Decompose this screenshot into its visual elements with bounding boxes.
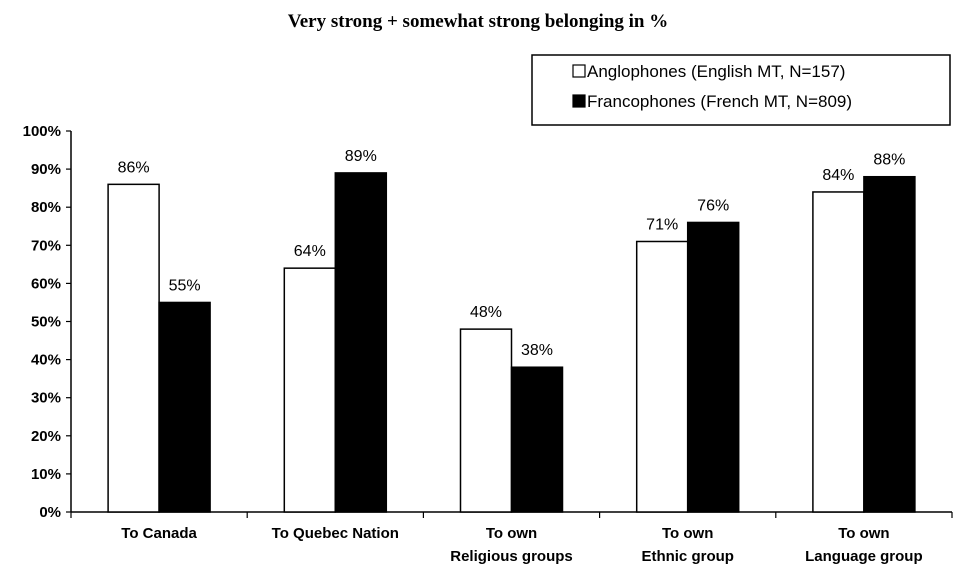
- data-label: 48%: [470, 304, 502, 321]
- data-label: 55%: [169, 277, 201, 294]
- data-label: 71%: [646, 216, 678, 233]
- data-label: 64%: [294, 243, 326, 260]
- bars: 86% 64% 48% 71% 84% 55% 89% 38% 76% 88%: [107, 148, 916, 513]
- bar-anglophones: [283, 267, 337, 513]
- data-label: 89%: [345, 148, 377, 165]
- x-category-label: To own: [838, 525, 889, 542]
- data-label: 38%: [521, 342, 553, 359]
- bar-anglophones: [635, 240, 689, 513]
- data-label: 76%: [697, 197, 729, 214]
- legend: Anglophones (English MT, N=157) Francoph…: [531, 54, 951, 126]
- x-category-label: To Quebec Nation: [272, 525, 399, 542]
- x-category-label: To Canada: [121, 525, 197, 542]
- y-tick-label: 60%: [31, 275, 61, 292]
- bar-francophones: [863, 175, 916, 513]
- bar-francophones: [510, 366, 564, 513]
- y-tick-label: 0%: [39, 504, 61, 521]
- legend-box: [531, 54, 951, 126]
- y-tick-label: 50%: [31, 314, 61, 331]
- y-tick-label: 40%: [31, 352, 61, 369]
- bar-anglophones: [459, 328, 513, 513]
- y-tick-label: 70%: [31, 237, 61, 254]
- x-category-label: To own: [486, 525, 537, 542]
- legend-swatch-francophones: [572, 94, 586, 108]
- y-tick-label: 90%: [31, 161, 61, 178]
- bar-anglophones: [812, 191, 865, 513]
- y-tick-label: 30%: [31, 390, 61, 407]
- chart-title: Very strong + somewhat strong belonging …: [288, 11, 668, 32]
- bar-francophones: [686, 221, 740, 513]
- x-category-label: Religious groups: [450, 548, 573, 565]
- x-category-label: Language group: [805, 548, 923, 565]
- axes: 0% 10% 20% 30% 40% 50% 60% 70% 80% 90% 100% To Cana…: [23, 123, 953, 565]
- bar-anglophones: [107, 183, 160, 513]
- x-category-label: To own: [662, 525, 713, 542]
- y-tick-label: 10%: [31, 466, 61, 483]
- legend-swatch-anglophones: [572, 64, 586, 78]
- data-label: 86%: [118, 159, 150, 176]
- legend-label-anglophones: Anglophones (English MT, N=157): [587, 62, 845, 81]
- x-category-label: Ethnic group: [641, 548, 734, 565]
- bar-francophones: [158, 301, 211, 513]
- y-tick-label: 80%: [31, 199, 61, 216]
- legend-label-francophones: Francophones (French MT, N=809): [587, 92, 852, 111]
- y-tick-label: 20%: [31, 428, 61, 445]
- data-label: 84%: [822, 167, 854, 184]
- bar-francophones: [334, 172, 388, 513]
- y-tick-label: 100%: [23, 123, 61, 140]
- data-label: 88%: [873, 152, 905, 169]
